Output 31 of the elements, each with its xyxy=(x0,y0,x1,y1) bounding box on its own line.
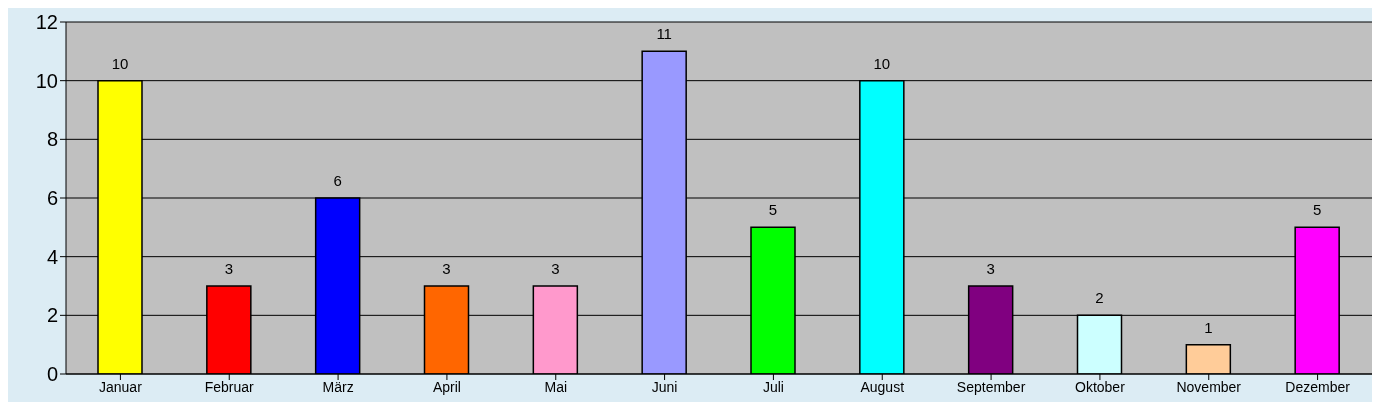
data-label: 2 xyxy=(1095,289,1104,307)
data-label: 11 xyxy=(656,25,672,43)
x-tick-label: August xyxy=(860,378,905,395)
x-tick-label: Juni xyxy=(651,378,678,395)
data-label: 3 xyxy=(224,260,234,277)
x-tick-label: April xyxy=(432,378,461,395)
y-tick-label: 0 xyxy=(46,363,58,386)
y-tick-label: 6 xyxy=(46,187,58,210)
x-tick-label: September xyxy=(956,378,1026,395)
x-tick-label: Januar xyxy=(99,378,143,395)
y-tick-label: 10 xyxy=(35,69,58,92)
x-tick-label: Oktober xyxy=(1075,378,1126,395)
x-tick-label: Juli xyxy=(762,378,784,395)
y-tick-label: 4 xyxy=(46,245,58,268)
x-tick-label: November xyxy=(1176,378,1242,395)
x-tick-label: Februar xyxy=(204,378,255,395)
data-label: 10 xyxy=(111,54,129,72)
data-label: 3 xyxy=(442,260,451,277)
data-label: 3 xyxy=(986,260,995,277)
y-tick-label: 2 xyxy=(46,304,58,327)
x-tick-label: März xyxy=(322,378,354,395)
data-label: 6 xyxy=(333,172,342,189)
data-label: 1 xyxy=(1204,318,1213,336)
data-label: 10 xyxy=(873,54,891,72)
x-tick-label: Dezember xyxy=(1285,378,1351,395)
data-label: 5 xyxy=(768,201,778,219)
y-tick-label: 12 xyxy=(35,11,58,34)
data-label: 5 xyxy=(1312,201,1322,219)
data-label: 3 xyxy=(551,260,560,277)
x-tick-label: Mai xyxy=(544,378,568,395)
y-tick-label: 8 xyxy=(46,128,58,151)
